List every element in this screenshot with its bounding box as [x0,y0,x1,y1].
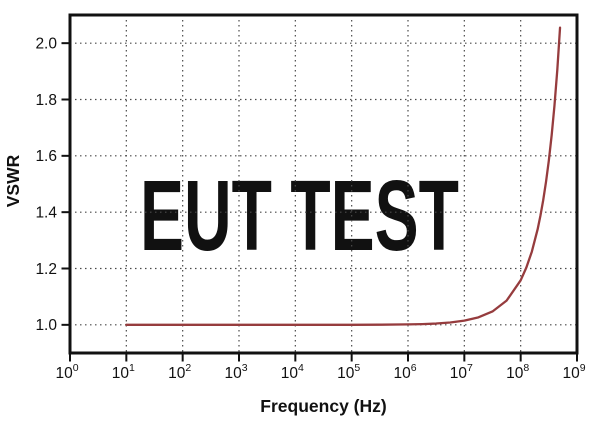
x-tick-exponent: 1 [129,362,135,374]
y-tick-label: 1.8 [35,92,57,109]
x-tick-exponent: 8 [523,362,529,374]
x-tick-exponent: 6 [411,362,417,374]
y-tick-label: 1.6 [35,148,57,165]
x-tick-label: 103 [224,362,247,382]
x-tick-exponent: 2 [185,362,191,374]
x-tick-exponent: 7 [467,362,473,374]
x-tick-exponent: 4 [298,362,304,374]
x-tick-base: 10 [450,365,468,382]
x-tick-base: 10 [224,365,242,382]
x-tick-label: 101 [112,362,135,382]
x-tick-label: 106 [393,362,416,382]
x-tick-label: 105 [337,362,360,382]
x-tick-base: 10 [55,365,73,382]
x-tick-exponent: 9 [580,362,586,374]
x-tick-label: 107 [450,362,473,382]
x-tick-label: 102 [168,362,191,382]
y-tick-label: 2.0 [35,35,57,52]
plot-frame [68,13,579,355]
x-axis-title: Frequency (Hz) [260,396,386,416]
x-tick-base: 10 [337,365,355,382]
x-tick-base: 10 [281,365,299,382]
y-tick-label: 1.4 [35,204,57,221]
watermark-text: EUT TEST [140,159,459,271]
x-tick-exponent: 3 [242,362,248,374]
x-tick-base: 10 [112,365,130,382]
axis-ticks [61,42,578,362]
x-tick-base: 10 [393,365,411,382]
x-tick-label: 100 [55,362,78,382]
x-tick-exponent: 5 [354,362,360,374]
vswr-curve [125,26,562,326]
y-tick-label: 1.2 [35,261,57,278]
y-tick-label: 1.0 [35,317,57,334]
x-tick-exponent: 0 [73,362,79,374]
x-tick-base: 10 [562,365,580,382]
x-tick-label: 104 [281,362,304,382]
y-axis-title: VSWR [3,154,23,207]
x-tick-label: 109 [562,362,585,382]
x-tick-base: 10 [168,365,186,382]
x-tick-label: 108 [506,362,529,382]
x-tick-base: 10 [506,365,524,382]
